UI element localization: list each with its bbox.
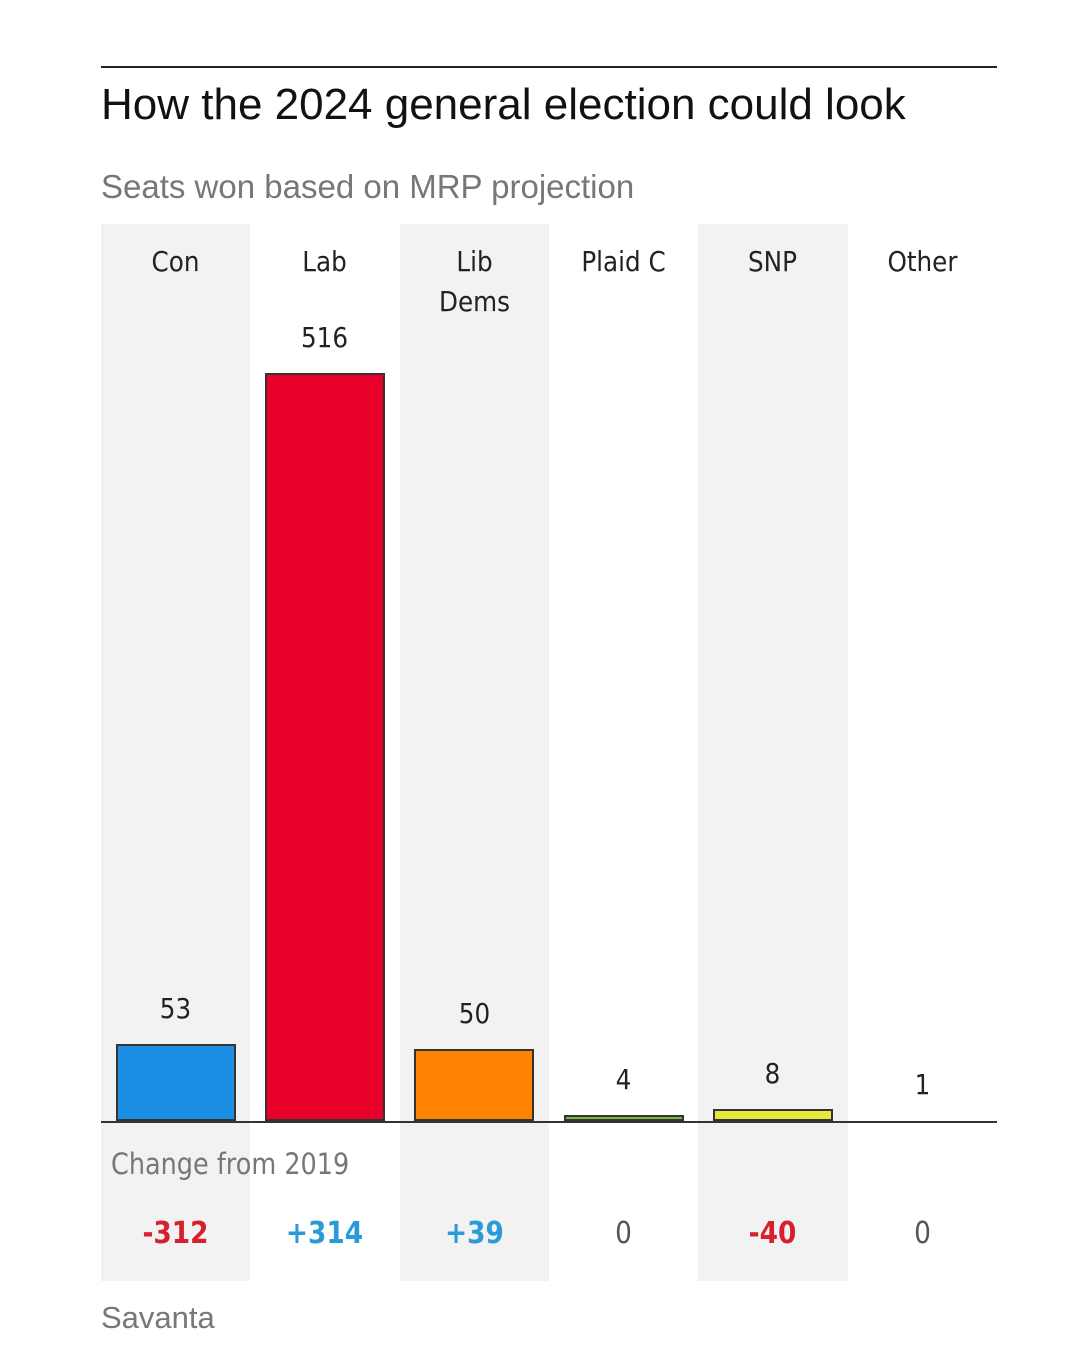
chart-title: How the 2024 general election could look <box>101 80 906 129</box>
value-label-con: 53 <box>159 992 192 1025</box>
category-label-lab: Lab <box>302 245 348 278</box>
change-heading: Change from 2019 <box>111 1147 350 1181</box>
category-label-plaid-c: Plaid C <box>581 245 666 278</box>
value-label-snp: 8 <box>764 1057 781 1090</box>
column-background-snp <box>698 224 848 1281</box>
category-label-lib-dems: Lib Dems <box>438 245 510 318</box>
bar-lib-dems <box>414 1049 535 1121</box>
change-value-snp: -40 <box>748 1216 797 1251</box>
category-label-snp: SNP <box>748 245 798 278</box>
bar-con <box>115 1044 236 1121</box>
change-value-plaid-c: 0 <box>615 1216 632 1251</box>
value-label-other: 1 <box>914 1068 930 1101</box>
category-label-other: Other <box>887 245 958 278</box>
top-rule <box>101 66 997 68</box>
bar-plaid-c <box>563 1115 684 1121</box>
change-value-con: -312 <box>142 1216 209 1251</box>
change-value-lib-dems: +39 <box>444 1216 504 1251</box>
value-label-plaid-c: 4 <box>615 1063 632 1096</box>
bar-snp <box>712 1109 833 1121</box>
baseline <box>101 1121 997 1123</box>
category-label-con: Con <box>151 245 200 278</box>
value-label-lib-dems: 50 <box>458 997 490 1030</box>
change-value-lab: +314 <box>286 1216 364 1251</box>
bar-lab <box>264 373 385 1121</box>
source-label: Savanta <box>101 1300 215 1335</box>
chart-subtitle: Seats won based on MRP projection <box>101 168 635 205</box>
change-value-other: 0 <box>913 1216 931 1251</box>
value-label-lab: 516 <box>301 321 349 354</box>
